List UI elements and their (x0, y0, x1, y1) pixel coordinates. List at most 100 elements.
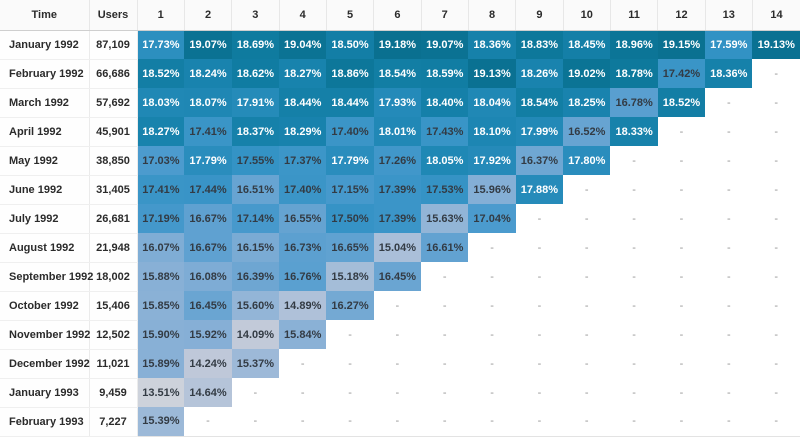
time-cell: April 1992 (0, 117, 90, 147)
users-cell: 7,227 (89, 407, 138, 437)
value-cell: 18.36% (468, 30, 516, 59)
value-cell: 17.55% (231, 146, 280, 175)
empty-cell: - (610, 407, 658, 436)
value-cell: 16.39% (231, 262, 280, 291)
col-header-period-6: 6 (373, 0, 422, 31)
value-cell: 17.37% (279, 146, 327, 175)
empty-cell: - (373, 378, 422, 407)
cohort-row: May 1992 38,850 17.03% 17.79% 17.55% 17.37% 17… (0, 146, 800, 176)
value-cell: 15.37% (231, 349, 280, 378)
value-cell: 18.45% (563, 30, 611, 59)
value-cell: 18.62% (231, 59, 280, 88)
empty-cell: - (657, 262, 706, 291)
cohort-row: February 1992 66,686 18.52% 18.24% 18.62% 18.… (0, 59, 800, 89)
col-header-period-7: 7 (421, 0, 469, 31)
time-cell: January 1992 (0, 30, 90, 60)
empty-cell: - (515, 407, 564, 436)
value-cell: 16.15% (231, 233, 280, 262)
time-cell: August 1992 (0, 233, 90, 263)
empty-cell: - (231, 378, 280, 407)
cohort-row: July 1992 26,681 17.19% 16.67% 17.14% 16.55% 1… (0, 204, 800, 234)
value-cell: 16.45% (373, 262, 422, 291)
empty-cell: - (515, 262, 564, 291)
value-cell: 15.90% (137, 320, 185, 349)
value-cell: 18.27% (137, 117, 185, 146)
empty-cell: - (421, 407, 469, 436)
value-cell: 16.08% (184, 262, 232, 291)
empty-cell: - (421, 349, 469, 378)
empty-cell: - (752, 378, 800, 407)
value-cell: 19.18% (373, 30, 422, 59)
value-cell: 16.73% (279, 233, 327, 262)
value-cell: 15.60% (231, 291, 280, 320)
col-header-period-1: 1 (137, 0, 185, 31)
value-cell: 18.54% (515, 88, 564, 117)
users-cell: 38,850 (89, 146, 138, 176)
value-cell: 18.44% (326, 88, 374, 117)
empty-cell: - (752, 262, 800, 291)
value-cell: 17.39% (373, 204, 422, 233)
empty-cell: - (752, 146, 800, 175)
value-cell: 17.50% (326, 204, 374, 233)
empty-cell: - (752, 233, 800, 262)
value-cell: 15.96% (468, 175, 516, 204)
time-cell: January 1993 (0, 378, 90, 408)
time-cell: October 1992 (0, 291, 90, 321)
cohort-row: December 1992 11,021 15.89% 14.24% 15.37% - - -… (0, 349, 800, 379)
value-cell: 17.53% (421, 175, 469, 204)
value-cell: 19.13% (468, 59, 516, 88)
empty-cell: - (279, 407, 327, 436)
time-cell: February 1992 (0, 59, 90, 89)
empty-cell: - (184, 407, 232, 436)
value-cell: 18.05% (421, 146, 469, 175)
empty-cell: - (231, 407, 280, 436)
value-cell: 17.91% (231, 88, 280, 117)
empty-cell: - (705, 320, 753, 349)
value-cell: 15.84% (279, 320, 327, 349)
empty-cell: - (610, 175, 658, 204)
value-cell: 15.85% (137, 291, 185, 320)
value-cell: 15.18% (326, 262, 374, 291)
empty-cell: - (421, 378, 469, 407)
empty-cell: - (610, 262, 658, 291)
value-cell: 16.67% (184, 233, 232, 262)
value-cell: 18.04% (468, 88, 516, 117)
users-cell: 87,109 (89, 30, 138, 60)
empty-cell: - (705, 204, 753, 233)
value-cell: 18.54% (373, 59, 422, 88)
value-cell: 16.78% (610, 88, 658, 117)
cohort-row: April 1992 45,901 18.27% 17.41% 18.37% 18.29%… (0, 117, 800, 147)
empty-cell: - (752, 407, 800, 436)
col-header-period-3: 3 (231, 0, 280, 31)
value-cell: 14.09% (231, 320, 280, 349)
empty-cell: - (515, 320, 564, 349)
empty-cell: - (752, 320, 800, 349)
empty-cell: - (657, 320, 706, 349)
col-header-period-8: 8 (468, 0, 517, 31)
empty-cell: - (657, 146, 706, 175)
empty-cell: - (373, 349, 422, 378)
value-cell: 16.45% (184, 291, 232, 320)
empty-cell: - (563, 204, 611, 233)
empty-cell: - (610, 320, 658, 349)
value-cell: 18.40% (421, 88, 469, 117)
empty-cell: - (515, 291, 564, 320)
empty-cell: - (515, 378, 564, 407)
empty-cell: - (657, 233, 706, 262)
empty-cell: - (326, 320, 374, 349)
empty-cell: - (468, 233, 516, 262)
empty-cell: - (373, 291, 422, 320)
value-cell: 17.59% (705, 30, 753, 59)
value-cell: 18.44% (279, 88, 327, 117)
empty-cell: - (563, 262, 611, 291)
value-cell: 14.24% (184, 349, 232, 378)
value-cell: 17.19% (137, 204, 185, 233)
value-cell: 17.79% (184, 146, 232, 175)
empty-cell: - (373, 407, 422, 436)
empty-cell: - (515, 233, 564, 262)
empty-cell: - (326, 378, 374, 407)
header-row: Time Users 1 2 3 4 5 6 7 8 9 10 11 12 13 14 (0, 0, 800, 31)
value-cell: 19.15% (657, 30, 706, 59)
empty-cell: - (468, 262, 516, 291)
